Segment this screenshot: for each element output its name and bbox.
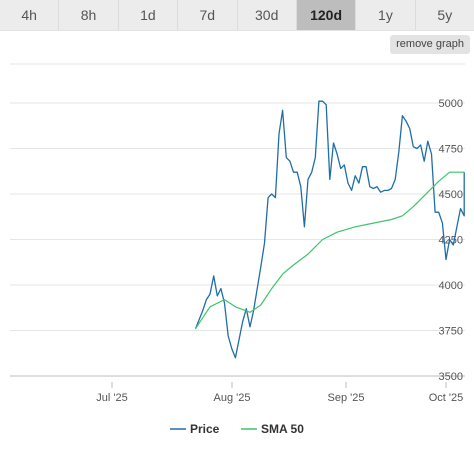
- x-tick-label: Oct '25: [429, 392, 464, 404]
- sma50-series-line: [194, 171, 465, 330]
- remove-graph-button[interactable]: remove graph: [390, 35, 470, 54]
- y-tick-label: 4000: [439, 280, 463, 292]
- tab-5y[interactable]: 5y: [415, 0, 474, 30]
- legend-sma50-label: SMA 50: [261, 422, 304, 436]
- tab-1y[interactable]: 1y: [356, 0, 416, 30]
- time-range-tabs: 4h 8h 1d 7d 30d 120d 1y 5y: [0, 0, 474, 31]
- x-tick-label: Sep '25: [328, 392, 365, 404]
- tab-120d[interactable]: 120d: [296, 0, 357, 30]
- tab-4h[interactable]: 4h: [0, 0, 60, 30]
- price-series-line: [194, 100, 465, 359]
- x-tick-label: Jul '25: [96, 392, 127, 404]
- tab-30d[interactable]: 30d: [237, 0, 297, 30]
- x-tick-label: Aug '25: [214, 392, 251, 404]
- y-tick-label: 4500: [439, 189, 463, 201]
- y-tick-label: 5000: [439, 98, 463, 110]
- tab-7d[interactable]: 7d: [178, 0, 238, 30]
- y-tick-label: 3500: [439, 371, 463, 383]
- legend-price-label: Price: [190, 422, 220, 436]
- y-tick-label: 4750: [439, 144, 463, 156]
- tab-8h[interactable]: 8h: [59, 0, 119, 30]
- y-tick-label: 3750: [439, 326, 463, 338]
- tab-1d[interactable]: 1d: [118, 0, 179, 30]
